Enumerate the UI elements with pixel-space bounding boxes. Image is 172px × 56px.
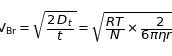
Text: $\mathrm{V_{Br}} = \sqrt{\dfrac{2\,D_t}{t}} = \sqrt{\dfrac{RT}{N} \times \dfrac{: $\mathrm{V_{Br}} = \sqrt{\dfrac{2\,D_t}{… bbox=[0, 10, 172, 46]
